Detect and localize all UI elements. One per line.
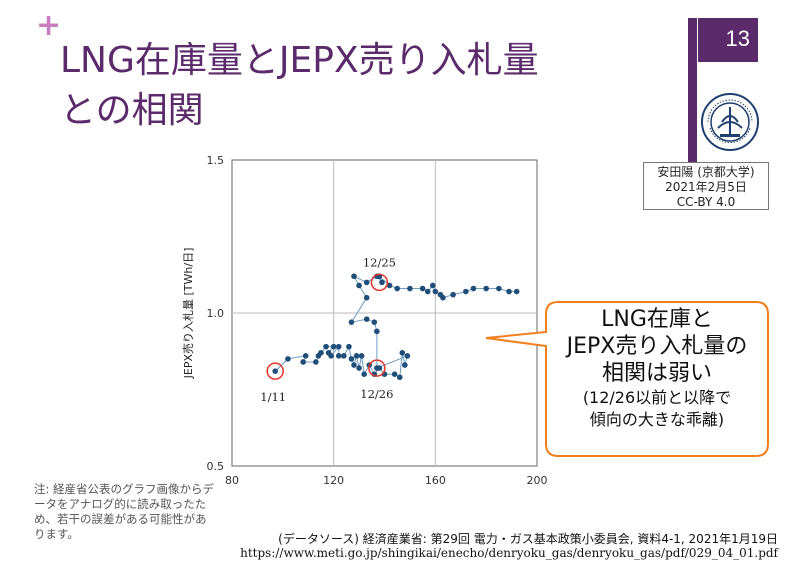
data-point [396,374,403,381]
credit-license: CC-BY 4.0 [676,195,736,209]
data-point [419,285,426,292]
data-point [318,349,324,356]
x-tick-label: 160 [425,474,446,487]
data-point [363,294,370,301]
data-point [483,285,489,292]
data-point [363,279,370,286]
data-point [351,362,357,368]
accent-bar [688,18,697,168]
y-tick-label: 0.5 [207,460,225,473]
footnote: 注: 経産省公表のグラフ画像からデータをアナログ的に読み取ったため、若干の誤差が… [34,482,215,541]
data-point [379,279,385,286]
x-tick-label: 200 [527,474,548,487]
data-point [450,291,456,298]
x-tick-label: 80 [225,474,239,487]
data-point [353,353,360,359]
data-point [361,371,367,377]
data-point [335,343,342,350]
data-point [358,353,365,359]
callout-sub-line-1: (12/26以前と以降で [582,388,732,407]
callout-line-1: LNG在庫と [601,307,713,332]
data-point [300,359,306,365]
kyoto-university-logo-icon [701,93,759,151]
callout-text: LNG在庫と JEPX売り入札量の 相関は弱い (12/26以前と以降で 傾向の… [546,306,768,431]
credit-date: 2021年2月5日 [665,180,747,194]
data-point [341,353,347,359]
data-point [330,343,337,350]
annotation-label: 12/26 [360,387,393,401]
data-point [371,319,378,325]
data-point [348,356,355,362]
data-point [374,365,380,371]
data-point [272,368,279,374]
data-point [374,328,380,335]
data-point [404,353,411,359]
y-axis-label: JEPX売り入札量 [TWh/日] [182,248,195,380]
y-tick-label: 1.5 [207,154,225,167]
annotation-label: 1/11 [260,390,286,404]
data-point [391,371,398,377]
callout-line-3: 相関は弱い [601,361,712,386]
credit-author: 安田陽 (京都大学) [657,165,755,179]
data-point [402,362,408,368]
data-point [356,282,362,289]
data-point [394,285,401,292]
data-point [513,288,520,295]
data-point [399,349,406,356]
highlight-circle [368,359,386,377]
title-line-1: LNG在庫量とJEPX売り入札量 [60,40,539,81]
data-point [407,285,413,292]
y-tick-label: 1.0 [207,307,225,320]
page-number: 13 [725,26,750,51]
data-point [302,353,309,359]
title-line-2: との相関 [60,90,204,131]
data-point [328,353,334,359]
credit-box: 安田陽 (京都大学) 2021年2月5日 CC-BY 4.0 [643,162,769,210]
data-point [424,288,431,295]
data-source: (データソース) 経済産業省: 第29回 電力・ガス基本政策小委員会, 資料4-… [240,532,778,560]
data-point [351,273,357,280]
highlight-circle [370,273,389,292]
data-point [506,288,512,295]
data-point [323,343,329,350]
x-tick-label: 120 [323,474,344,487]
data-point [386,282,393,289]
page-title: LNG在庫量とJEPX売り入札量 との相関 [60,36,539,136]
callout-line-2: JEPX売り入札量の [566,334,748,359]
data-point [463,288,469,295]
source-url[interactable]: https://www.meti.go.jp/shingikai/enecho/… [240,546,778,560]
page-number-box: 13 [698,18,758,62]
data-point [348,319,355,325]
data-point [496,285,502,292]
callout-bubble [486,301,769,457]
data-point [440,294,446,301]
data-point [432,288,439,295]
data-point [356,365,362,371]
data-point [285,356,291,362]
callout-sub-line-2: 傾向の大きな乖離) [589,410,725,429]
data-point [470,285,477,292]
data-point [313,359,319,365]
data-point [429,282,436,289]
plus-decoration: + [36,8,62,43]
highlight-circle [266,362,284,380]
source-line: (データソース) 経済産業省: 第29回 電力・ガス基本政策小委員会, 資料4-… [278,532,778,546]
data-point [363,316,370,322]
data-point [346,343,352,350]
annotation-label: 12/25 [363,255,396,269]
data-point [335,353,342,359]
